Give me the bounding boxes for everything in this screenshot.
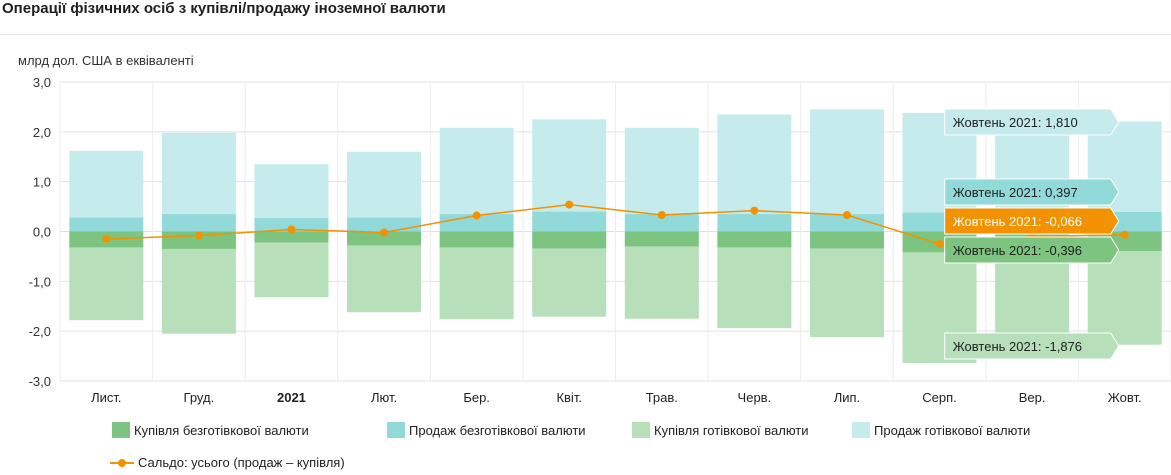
bar: [347, 245, 422, 313]
balance-point: [194, 231, 203, 240]
bar: [717, 231, 792, 248]
legend-item-cash-purchase[interactable]: Купівля готівкової валюти: [632, 422, 809, 438]
x-tick-label: Лют.: [371, 390, 397, 405]
y-tick-label: 3,0: [33, 75, 51, 90]
bar: [161, 248, 236, 334]
bar: [532, 231, 607, 249]
balance-point: [935, 239, 944, 248]
legend-item-cashless-purchase[interactable]: Купівля безготівкової валюти: [112, 422, 309, 438]
bar: [717, 247, 792, 329]
bar: [347, 231, 422, 246]
bar: [439, 231, 514, 248]
bar: [69, 247, 144, 321]
x-tick-label: Трав.: [646, 390, 678, 405]
tooltip-label: Жовтень 2021: -0,396: [953, 243, 1082, 258]
bar: [624, 214, 699, 232]
tooltip-label: Жовтень 2021: -1,876: [953, 339, 1082, 354]
tooltip-label: Жовтень 2021: -0,066: [953, 214, 1082, 229]
bar: [809, 109, 884, 215]
x-tick-label: Лист.: [91, 390, 121, 405]
legend-item-cash-sale[interactable]: Продаж готівкової валюти: [852, 422, 1030, 438]
bar: [347, 217, 422, 232]
bar: [439, 127, 514, 215]
bar: [254, 218, 329, 232]
x-tick-label: Бер.: [463, 390, 490, 405]
y-tick-label: 0,0: [33, 225, 51, 240]
bar: [532, 248, 607, 317]
legend-label-cash-purchase: Купівля готівкової валюти: [654, 422, 809, 438]
bar: [161, 214, 236, 232]
balance-point: [102, 234, 111, 243]
balance-point: [1120, 230, 1129, 239]
legend-label-cashless-purchase: Купівля безготівкової валюти: [134, 422, 309, 438]
bar: [995, 250, 1070, 348]
bar: [254, 242, 329, 298]
chart-title: Операції фізичних осіб з купівлі/продажу…: [2, 0, 446, 17]
balance-point: [842, 211, 851, 220]
y-tick-label: -2,0: [29, 324, 51, 339]
y-tick-label: -1,0: [29, 274, 51, 289]
balance-point: [287, 225, 296, 234]
bar: [254, 164, 329, 219]
title-divider: [0, 34, 1171, 35]
x-tick-label: Серп.: [922, 390, 957, 405]
legend-item-balance[interactable]: Сальдо: усього (продаж – купівля): [110, 455, 345, 470]
legend-swatch-cash-purchase: [632, 422, 650, 438]
bar: [809, 231, 884, 249]
x-tick-label: Вер.: [1019, 390, 1046, 405]
tooltip-box: [944, 178, 1120, 206]
x-tick-label: Груд.: [184, 390, 215, 405]
balance-point: [657, 211, 666, 220]
bar: [809, 214, 884, 232]
balance-point: [472, 211, 481, 220]
bar: [439, 247, 514, 320]
bar: [717, 114, 792, 215]
bar: [624, 127, 699, 215]
bar: [161, 132, 236, 215]
bar: [624, 231, 699, 247]
legend-swatch-balance: [110, 456, 134, 470]
tooltip-label: Жовтень 2021: 1,810: [953, 115, 1078, 130]
bar: [69, 150, 144, 218]
legend-label-cashless-sale: Продаж безготівкової валюти: [409, 422, 586, 438]
bar: [624, 246, 699, 319]
legend-swatch-cashless-purchase: [112, 422, 130, 438]
x-tick-label: Жовт.: [1108, 390, 1142, 405]
x-tick-label: Лип.: [834, 390, 860, 405]
bar: [532, 211, 607, 232]
bar: [717, 214, 792, 232]
tooltip-label: Жовтень 2021: 0,397: [953, 185, 1078, 200]
bar: [69, 217, 144, 232]
tooltip-box: [944, 236, 1120, 264]
x-tick-label: Квіт.: [556, 390, 582, 405]
bar: [1087, 251, 1162, 345]
y-tick-label: 1,0: [33, 175, 51, 190]
y-tick-label: -3,0: [29, 374, 51, 389]
y-tick-label: 2,0: [33, 125, 51, 140]
tooltip-box: [944, 332, 1120, 360]
bar: [347, 151, 422, 218]
y-axis-unit-label: млрд дол. США в еквіваленті: [18, 53, 194, 68]
tooltip-box: [944, 207, 1120, 235]
legend-label-balance: Сальдо: усього (продаж – купівля): [138, 455, 345, 470]
tooltip-box: [944, 108, 1120, 136]
legend-swatch-cashless-sale: [387, 422, 405, 438]
balance-point: [380, 228, 389, 237]
legend-swatch-cash-sale: [852, 422, 870, 438]
bar: [254, 231, 329, 243]
bar: [809, 248, 884, 338]
legend-label-cash-sale: Продаж готівкової валюти: [874, 422, 1031, 438]
bar: [532, 119, 607, 212]
legend-item-cashless-sale[interactable]: Продаж безготівкової валюти: [387, 422, 586, 438]
balance-point: [750, 206, 759, 215]
x-tick-label: 2021: [277, 390, 306, 405]
balance-point: [565, 200, 574, 209]
x-tick-label: Черв.: [738, 390, 772, 405]
